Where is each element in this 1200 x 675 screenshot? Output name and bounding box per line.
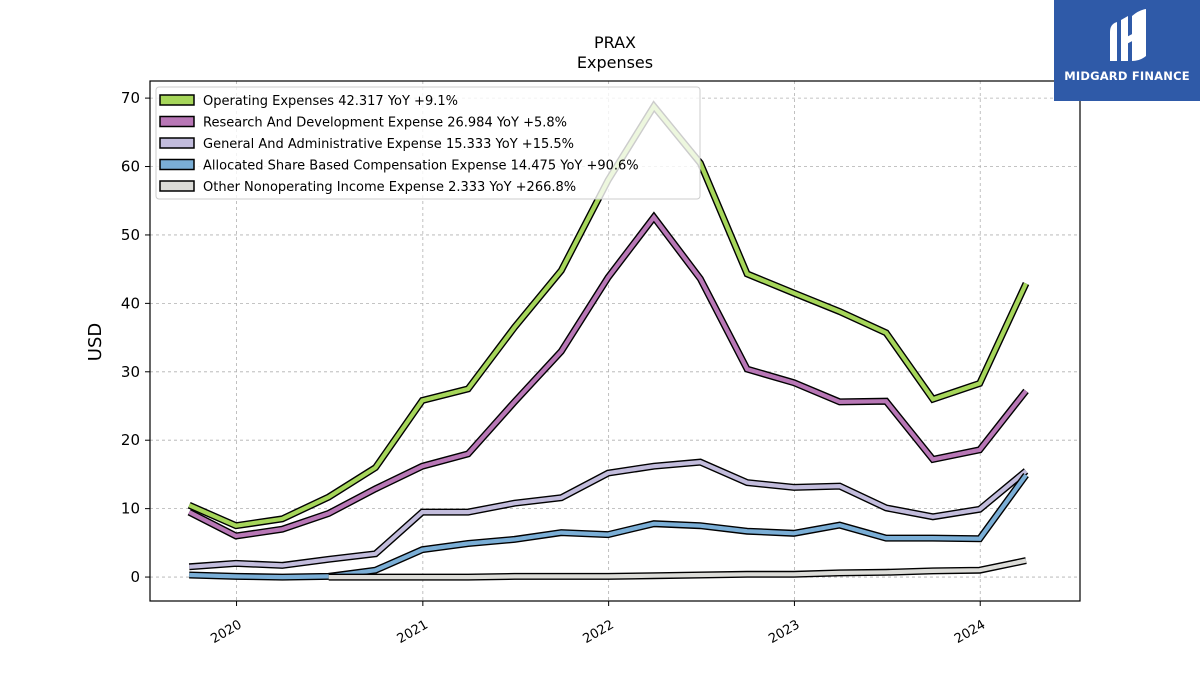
y-tick-label: 60 [121, 158, 140, 176]
legend-label: Other Nonoperating Income Expense 2.333 … [203, 180, 576, 195]
y-axis-label: USD [85, 323, 106, 361]
series-line-3 [188, 458, 1029, 571]
x-tick-label: 2022 [580, 617, 616, 647]
series-outline [188, 458, 1029, 571]
legend-item: General And Administrative Expense 15.33… [159, 137, 574, 152]
plot-frame [149, 80, 1081, 602]
y-tick-label: 10 [121, 500, 140, 518]
brand-name: MIDGARD FINANCE [1064, 69, 1190, 83]
x-tick-label: 2024 [952, 617, 988, 647]
legend-item: Operating Expenses 42.317 YoY +9.1% [159, 94, 458, 109]
legend: Operating Expenses 42.317 YoY +9.1% Resea… [155, 86, 701, 200]
y-tick-label: 20 [121, 431, 140, 449]
legend-swatch [159, 94, 195, 106]
legend-swatch [159, 158, 195, 171]
legend-label: General And Administrative Expense 15.33… [203, 137, 574, 152]
legend-item: Other Nonoperating Income Expense 2.333 … [159, 180, 576, 195]
series-outline [187, 211, 1029, 540]
series-stroke [189, 459, 1028, 569]
midgard-logo-icon [1110, 9, 1146, 61]
legend-swatch [159, 115, 195, 128]
x-tick-label: 2020 [208, 617, 244, 647]
series-stroke [188, 213, 1028, 539]
y-tick-label: 50 [121, 226, 140, 244]
y-tick-label: 30 [121, 363, 140, 381]
series-stroke [328, 558, 1027, 580]
legend-label: Research And Development Expense 26.984 … [203, 116, 567, 131]
x-axis-ticks: 2020 2021 2022 2023 2024 [208, 601, 988, 647]
legend-box [155, 86, 701, 200]
x-tick-label: 2023 [766, 617, 802, 647]
y-tick-label: 40 [121, 294, 140, 312]
legend-swatch [159, 180, 195, 192]
y-tick-label: 0 [130, 568, 140, 586]
y-axis-ticks: 0 10 20 30 40 50 60 70 [121, 89, 150, 586]
brand-logo: MIDGARD FINANCE [1054, 0, 1200, 101]
series-lines [187, 100, 1030, 581]
chart-title: PRAX [594, 33, 636, 52]
x-tick-label: 2021 [395, 617, 431, 647]
chart-subtitle: Expenses [577, 53, 653, 72]
legend-label: Allocated Share Based Compensation Expen… [203, 159, 639, 174]
series-line-2 [187, 211, 1029, 540]
legend-label: Operating Expenses 42.317 YoY +9.1% [203, 94, 458, 109]
y-tick-label: 70 [121, 89, 140, 107]
legend-item: Research And Development Expense 26.984 … [159, 115, 567, 131]
series-line-5 [328, 557, 1027, 581]
legend-item: Allocated Share Based Compensation Expen… [159, 158, 639, 174]
legend-swatch [159, 137, 195, 149]
